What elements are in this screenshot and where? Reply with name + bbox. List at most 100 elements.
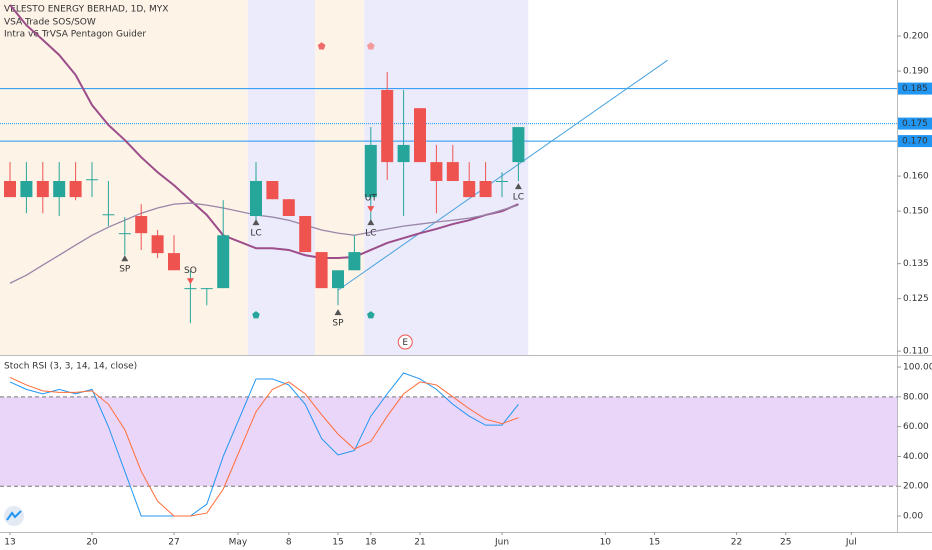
signal-label: LC xyxy=(365,229,376,239)
signal-label: UT xyxy=(365,194,378,204)
signal-label: SP xyxy=(119,265,131,275)
logo xyxy=(4,506,24,526)
signal-label: SO xyxy=(184,266,197,276)
indicator-name: Intra v6 TrVSA Pentagon Guider xyxy=(4,30,146,40)
indicator-title: Stoch RSI (3, 3, 14, 14, close) xyxy=(4,362,137,372)
x-tick-label: 15 xyxy=(649,538,660,548)
x-tick-label: 22 xyxy=(731,538,742,548)
candle-body xyxy=(135,216,148,234)
y-tick-label: 0.135 xyxy=(903,259,929,269)
x-tick-label: Jul xyxy=(845,538,857,548)
indicator-line xyxy=(9,4,519,260)
indicator-name: VSA Trade SOS/SOW xyxy=(4,18,96,28)
price-label: 0.170 xyxy=(902,137,928,147)
signal-triangle xyxy=(186,278,194,285)
candle-body xyxy=(348,252,361,271)
y-tick-label: 20.00 xyxy=(903,482,929,492)
indicator-line xyxy=(9,377,519,517)
y-tick-label: 0.00 xyxy=(903,512,923,522)
candle-body xyxy=(184,288,197,290)
indicator-line xyxy=(9,372,519,517)
candle-body xyxy=(118,233,131,235)
y-tick-label: 100.00 xyxy=(903,363,932,373)
trend-line xyxy=(337,59,668,291)
candle-body xyxy=(430,162,443,182)
candle-body xyxy=(479,181,492,198)
price-label: 0.175 xyxy=(902,119,928,129)
pentagon-marker xyxy=(317,42,326,50)
candle-body xyxy=(381,89,394,163)
candle-body xyxy=(299,216,312,253)
event-label: E xyxy=(402,338,408,348)
x-tick-label: 21 xyxy=(414,538,425,548)
price-label-box xyxy=(898,117,932,130)
candle-body xyxy=(36,181,49,198)
signal-triangle xyxy=(121,255,129,262)
price-label: 0.185 xyxy=(902,84,928,94)
candle-body xyxy=(282,199,295,217)
candle-body xyxy=(168,253,180,271)
pentagon-marker xyxy=(366,311,375,319)
x-tick-label: 10 xyxy=(600,538,612,548)
candle-body xyxy=(53,181,66,198)
signal-triangle xyxy=(514,183,522,190)
candle-body xyxy=(250,181,262,217)
x-tick-label: 8 xyxy=(286,538,292,548)
candle-body xyxy=(266,181,279,200)
y-tick-label: 80.00 xyxy=(903,392,929,402)
session-zone xyxy=(247,0,316,355)
session-zone xyxy=(0,0,248,355)
candle-body xyxy=(4,181,16,198)
signal-label: LC xyxy=(513,193,524,203)
event-marker xyxy=(397,334,413,350)
chart-title: VELESTO ENERGY BERHAD, 1D, MYX xyxy=(4,5,168,15)
signal-label: SP xyxy=(332,319,344,329)
candle-body xyxy=(200,288,213,290)
candle-body xyxy=(20,181,33,198)
candle-body xyxy=(364,144,377,198)
candle-body xyxy=(332,270,344,289)
price-label-box xyxy=(898,135,932,148)
x-tick-label: May xyxy=(229,538,248,548)
signal-triangle xyxy=(367,219,375,226)
x-tick-label: 13 xyxy=(4,538,15,548)
candle-body xyxy=(397,144,410,163)
candle-body xyxy=(69,181,82,198)
indicator-line xyxy=(9,202,519,284)
x-tick-label: 20 xyxy=(86,538,98,548)
candle-body xyxy=(414,108,426,163)
pentagon-marker xyxy=(366,42,375,50)
candle-body xyxy=(102,214,115,216)
y-tick-label: 60.00 xyxy=(903,422,929,432)
y-tick-label: 40.00 xyxy=(903,452,929,462)
signal-triangle xyxy=(367,206,375,213)
candle-body xyxy=(315,252,328,289)
y-tick-label: 0.150 xyxy=(903,207,929,217)
signal-label: LC xyxy=(250,229,261,239)
y-tick-label: 0.125 xyxy=(903,294,929,304)
y-tick-label: 0.110 xyxy=(903,347,929,357)
y-tick-label: 0.190 xyxy=(903,67,929,77)
session-zone xyxy=(315,0,365,355)
x-tick-label: 15 xyxy=(332,538,343,548)
x-tick-label: 27 xyxy=(168,538,179,548)
x-tick-label: 18 xyxy=(365,538,377,548)
candle-body xyxy=(496,181,508,183)
x-tick-label: 25 xyxy=(780,538,791,548)
y-tick-label: 0.200 xyxy=(903,32,929,42)
price-label-box xyxy=(898,82,932,95)
session-zone xyxy=(364,0,529,355)
signal-triangle xyxy=(252,219,260,226)
signal-triangle xyxy=(334,309,342,316)
candle-body xyxy=(446,162,459,182)
pentagon-marker xyxy=(252,311,260,319)
x-tick-label: Jun xyxy=(494,538,509,548)
candle-body xyxy=(86,179,98,181)
candle-body xyxy=(151,235,164,254)
band-fill xyxy=(0,396,897,487)
candle-body xyxy=(463,181,476,198)
candle-body xyxy=(217,235,230,289)
candle-body xyxy=(512,127,525,163)
y-tick-label: 0.160 xyxy=(903,172,929,182)
